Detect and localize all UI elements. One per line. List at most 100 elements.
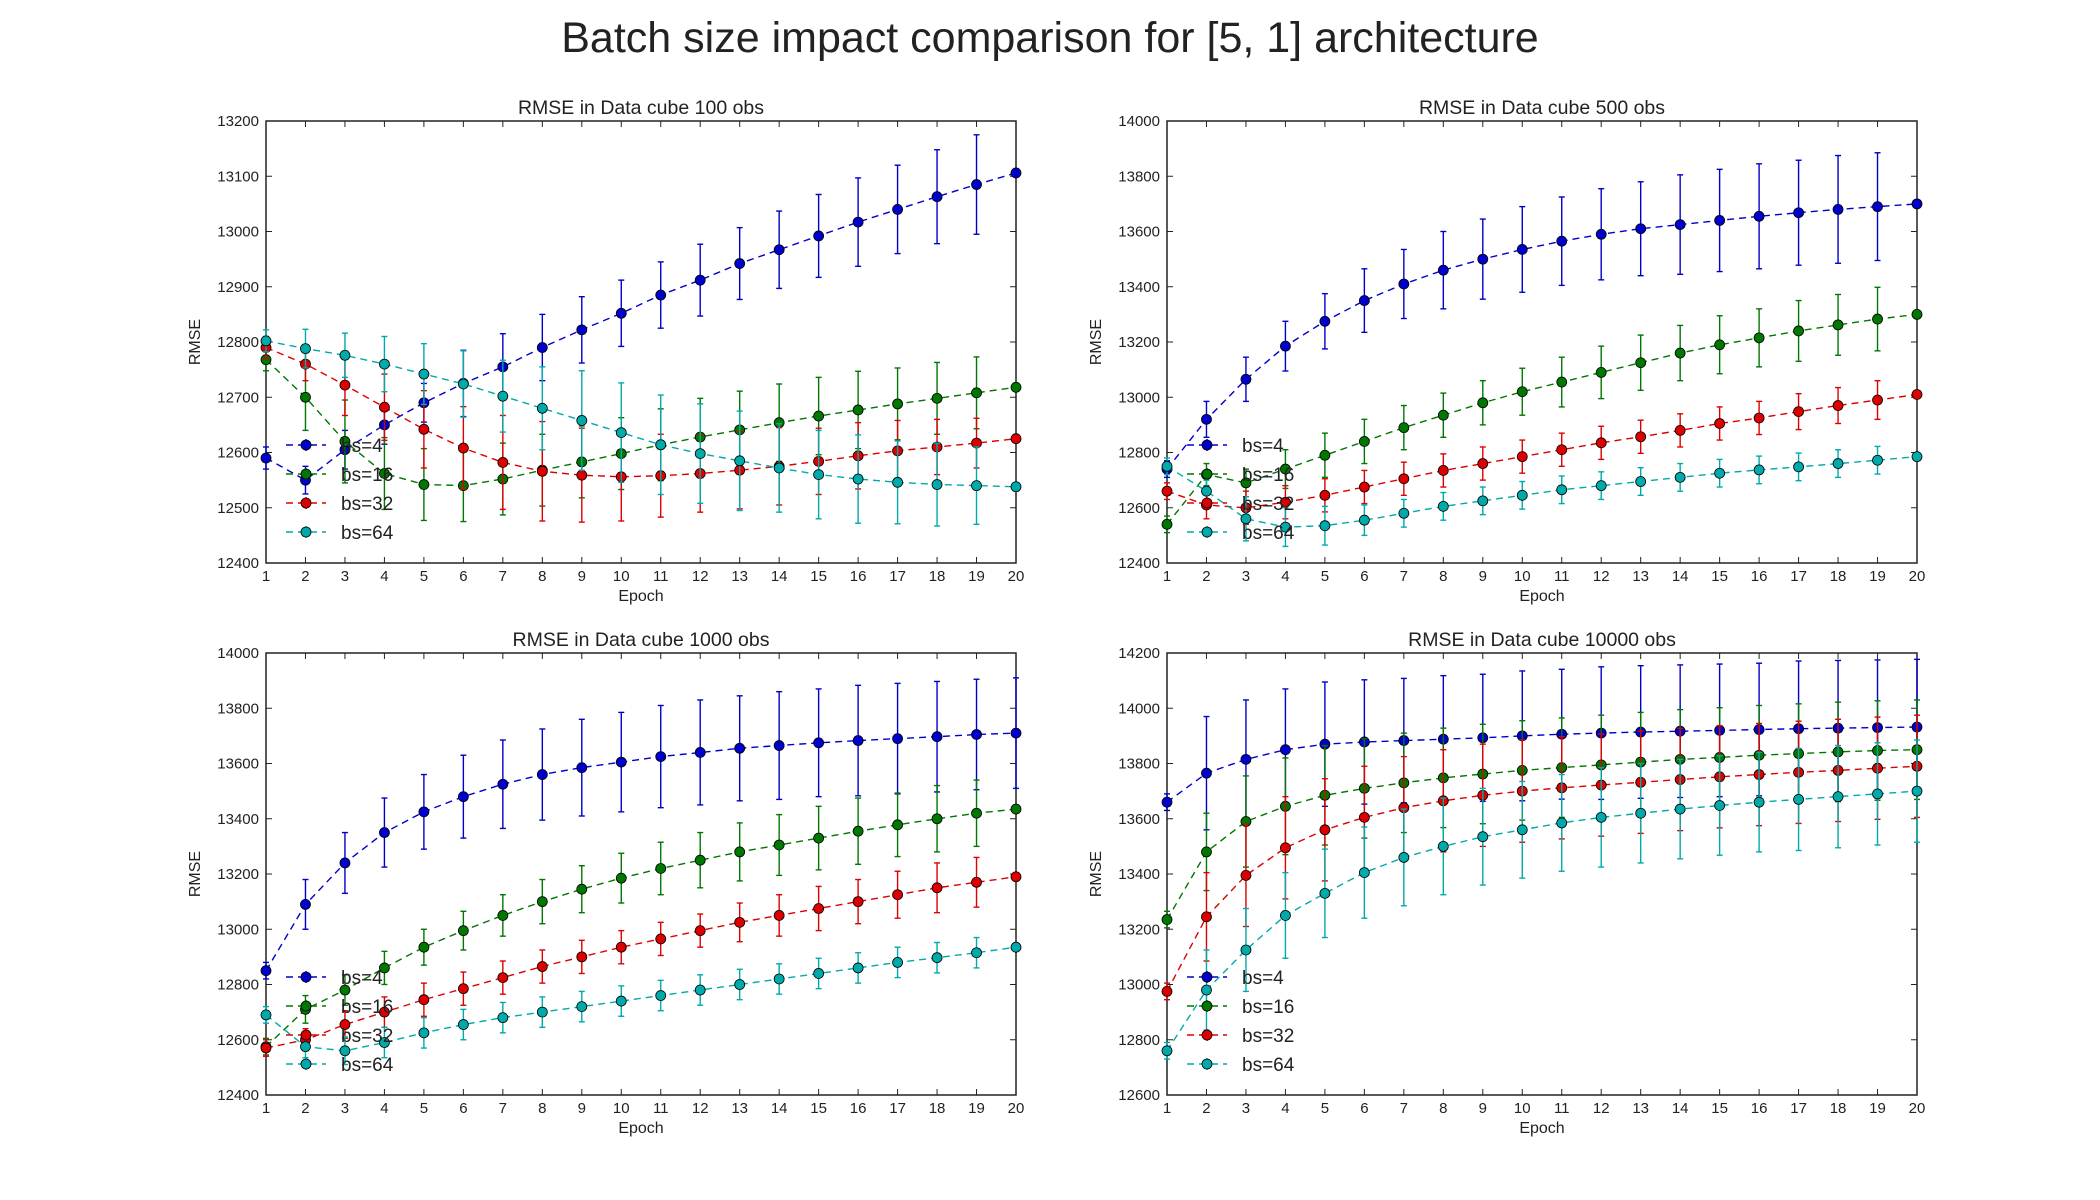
x-tick-label: 10 [1514,568,1531,585]
series-line [265,876,1017,1049]
x-tick-label: 10 [613,568,630,585]
data-point [1010,481,1022,493]
data-point [1201,984,1212,996]
x-tick-label: 18 [929,1100,946,1117]
legend-item-bs=16: bs=16 [286,465,393,486]
data-point [813,832,825,844]
legend-item-bs=16: bs=16 [1187,465,1294,486]
data-point [852,896,864,908]
data-point [1516,244,1528,255]
data-point [694,448,706,460]
data-point [1556,376,1568,388]
data-point [1201,485,1212,497]
data-point [1753,464,1765,476]
data-point [1477,495,1489,507]
data-point [1161,986,1173,997]
data-point [339,379,351,391]
x-tick-label: 3 [1242,1100,1250,1117]
data-point [1753,796,1765,808]
data-point [971,387,982,399]
x-tick-label: 19 [968,568,985,585]
y-tick-label: 13600 [1118,811,1160,828]
series-bs=4 [260,677,1022,980]
series-bs=64 [1161,739,1923,1060]
x-tick-label: 16 [1751,1100,1768,1117]
data-point [1516,451,1528,463]
series-line [265,340,1017,488]
chart-title: RMSE in Data cube 500 obs [1419,97,1665,119]
x-tick-label: 9 [1479,568,1487,585]
data-point [931,392,943,404]
data-point [1793,461,1804,473]
x-tick-label: 13 [1632,568,1649,585]
data-point [536,1006,548,1018]
data-point [497,778,509,790]
data-point [694,925,706,937]
legend-label: bs=4 [1242,436,1284,457]
data-point [1872,788,1883,800]
data-point [1398,473,1410,485]
x-tick-label: 18 [1830,1100,1847,1117]
data-point [1714,800,1726,811]
data-point [971,179,982,190]
series-bs=64 [260,936,1022,1066]
data-point [339,984,351,996]
plot-area [1166,652,1918,1096]
x-tick-label: 6 [459,1100,467,1117]
data-point [1793,325,1804,337]
data-point [379,1037,390,1048]
y-axis-label: RMSE [187,851,204,897]
data-point [931,731,943,743]
data-point [1911,451,1923,463]
legend-label: bs=4 [341,436,383,457]
data-point [1635,476,1647,487]
x-tick-label: 14 [1672,568,1689,585]
data-point [1280,521,1291,533]
x-tick-label: 5 [1321,1100,1329,1117]
data-point [1358,811,1370,823]
data-point [1358,514,1370,526]
data-point [892,203,903,215]
data-point [300,391,311,403]
series-line [265,946,1017,1052]
legend-label: bs=64 [341,523,394,544]
data-point [300,898,311,910]
data-point [1280,340,1291,352]
legend-item-bs=32: bs=32 [286,1026,393,1047]
data-point [300,1041,311,1053]
data-point [773,839,785,851]
data-point [1240,373,1252,385]
y-tick-label: 14000 [1118,113,1160,130]
data-point [418,994,430,1006]
data-point [1556,817,1568,829]
x-axis-label: Epoch [618,1120,663,1137]
x-tick-label: 20 [1008,568,1025,585]
data-point [1714,467,1726,479]
y-axis-label: RMSE [1088,851,1105,897]
data-point [1832,203,1844,215]
data-point [418,423,430,435]
plot-area [1166,120,1918,564]
y-tick-label: 13800 [1118,168,1160,185]
x-tick-label: 11 [653,568,669,585]
x-tick-label: 8 [1439,1100,1447,1117]
data-point [1477,831,1489,843]
legend-marker [300,1029,312,1041]
legend-marker [1201,526,1213,538]
data-point [1793,207,1804,219]
x-tick-label: 16 [850,568,867,585]
data-point [971,807,982,819]
data-point [892,819,903,831]
data-point [1010,167,1022,179]
y-tick-label: 12900 [217,279,259,296]
data-point [734,455,746,467]
data-point [1635,807,1647,819]
data-point [379,401,390,413]
data-point [260,1042,272,1054]
y-tick-label: 13200 [1118,334,1160,351]
data-point [1911,785,1923,797]
plot-area [265,120,1017,564]
data-point [1319,489,1331,501]
x-tick-label: 20 [1008,1100,1025,1117]
